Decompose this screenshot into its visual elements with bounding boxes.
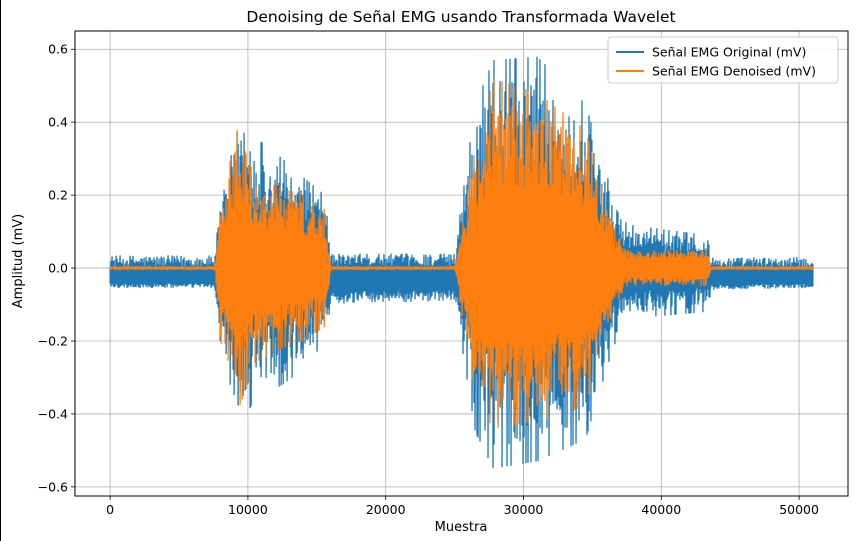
legend-label-0: Señal EMG Original (mV) bbox=[652, 45, 806, 60]
x-tick-label: 0 bbox=[106, 502, 114, 517]
plot-frame bbox=[74, 30, 849, 497]
x-axis-ticks: 0 10000 20000 30000 40000 50000 bbox=[106, 496, 819, 517]
x-axis-title: Muestra bbox=[435, 520, 488, 535]
y-tick-label: −0.2 bbox=[38, 334, 68, 349]
y-axis-title: Amplitud (mV) bbox=[11, 214, 26, 308]
page-edge bbox=[0, 0, 1, 541]
legend-label-1: Señal EMG Denoised (mV) bbox=[652, 64, 816, 79]
x-tick-label: 30000 bbox=[504, 502, 544, 517]
series-layer bbox=[109, 56, 814, 469]
x-tick-label: 20000 bbox=[366, 502, 406, 517]
legend-box bbox=[607, 36, 839, 84]
series-line-1 bbox=[109, 78, 814, 428]
y-axis-ticks: −0.6 −0.4 −0.2 0.0 0.2 0.4 0.6 bbox=[38, 42, 75, 494]
x-tick-label: 40000 bbox=[641, 502, 681, 517]
y-tick-label: 0.4 bbox=[48, 115, 68, 130]
y-tick-label: −0.4 bbox=[38, 406, 68, 421]
chart-title: Denoising de Señal EMG usando Transforma… bbox=[246, 8, 675, 26]
y-tick-label: 0.2 bbox=[48, 188, 68, 203]
legend: Señal EMG Original (mV) Señal EMG Denoise… bbox=[607, 36, 839, 84]
y-tick-label: 0.0 bbox=[48, 261, 68, 276]
x-tick-label: 10000 bbox=[228, 502, 268, 517]
x-tick-label: 50000 bbox=[779, 502, 819, 517]
y-tick-label: −0.6 bbox=[38, 479, 68, 494]
y-tick-label: 0.6 bbox=[48, 42, 68, 57]
